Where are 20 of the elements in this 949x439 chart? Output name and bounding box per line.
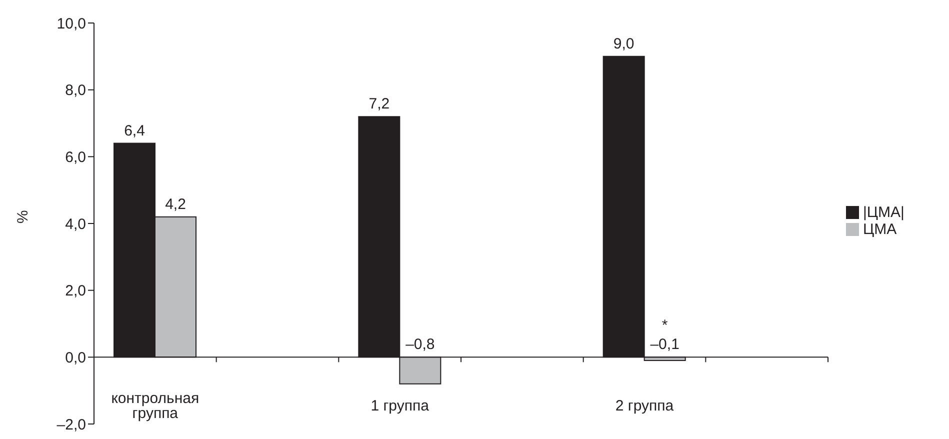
y-tick-label: 6,0 — [65, 148, 86, 166]
data-label: 7,2 — [368, 96, 390, 113]
x-tick-label: 2 группа — [615, 397, 674, 414]
legend-label: |ЦМА| — [863, 204, 904, 220]
data-label: 9,0 — [613, 35, 634, 52]
y-tick-label: 2,0 — [65, 282, 86, 300]
y-tick-label: 0,0 — [65, 349, 86, 366]
y-tick-label: 10,0 — [56, 15, 86, 32]
data-label: 6,4 — [124, 122, 145, 140]
data-label: –0,8 — [406, 336, 435, 354]
annotation: * — [662, 317, 668, 334]
data-label: –0,1 — [650, 336, 680, 354]
y-axis-title: % — [14, 210, 32, 224]
y-tick-label: –2,0 — [56, 416, 86, 434]
y-tick-label: 8,0 — [65, 82, 86, 100]
x-tick-label: контрольная группа — [111, 390, 200, 422]
x-tick-label: 1 группа — [370, 397, 430, 414]
data-label: 4,2 — [165, 196, 186, 213]
y-tick-label: 4,0 — [65, 216, 86, 233]
legend-label: ЦМА — [863, 220, 897, 238]
